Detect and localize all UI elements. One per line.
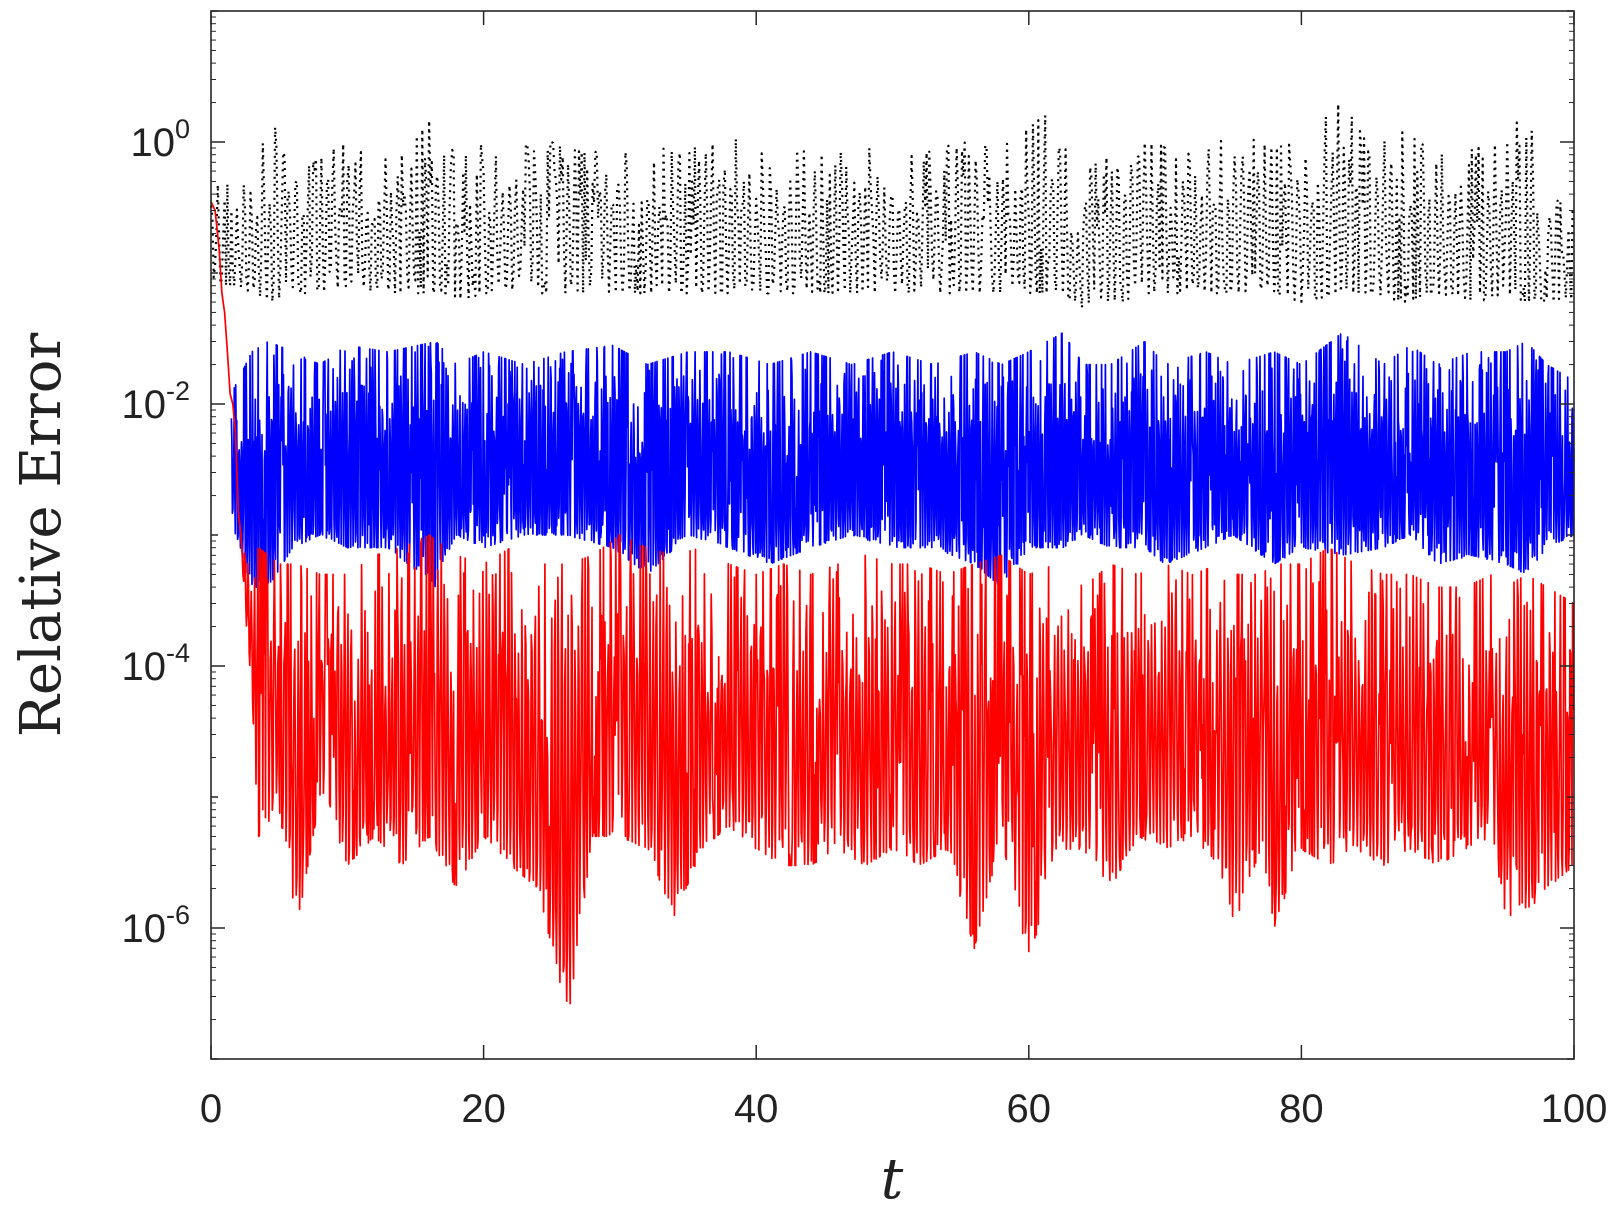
series-red-line — [210, 201, 1575, 1005]
y-tick-label: 10-4 — [121, 638, 190, 689]
x-tick-label: 0 — [200, 1087, 222, 1131]
plot-frame — [210, 10, 1575, 1060]
y-tick-label: 100 — [130, 114, 190, 165]
x-tick-label: 60 — [1007, 1087, 1052, 1131]
series-blue-line — [230, 332, 1575, 588]
ticks-layer — [210, 10, 1575, 1060]
x-tick-label: 40 — [734, 1087, 779, 1131]
x-axis-title: t — [881, 1147, 904, 1211]
y-axis-title: Relative Error — [9, 333, 74, 738]
x-tick-labels: 0 20 40 60 80 100 — [200, 1087, 1608, 1131]
series-layer — [209, 102, 1575, 1005]
x-tick-label: 80 — [1279, 1087, 1324, 1131]
y-tick-label: 10-6 — [121, 900, 190, 951]
x-tick-label: 100 — [1541, 1087, 1608, 1131]
y-tick-label: 10-2 — [121, 376, 190, 427]
x-tick-label: 20 — [461, 1087, 506, 1131]
y-tick-labels: 10-6 10-4 10-2 100 — [121, 114, 190, 951]
series-black-dotted-line — [209, 102, 1575, 309]
